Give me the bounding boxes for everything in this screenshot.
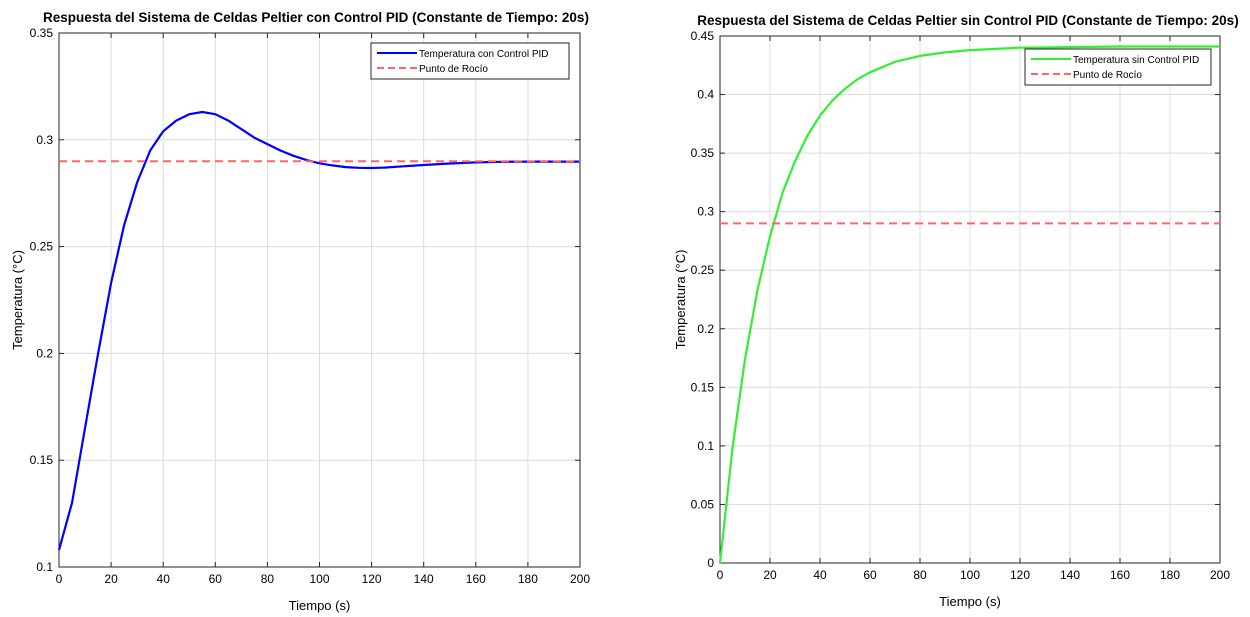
x-tick-label: 140 xyxy=(414,572,434,586)
x-tick-label: 180 xyxy=(518,572,538,586)
x-tick-label: 40 xyxy=(157,572,171,586)
y-tick-label: 0.3 xyxy=(36,133,53,147)
x-tick-label: 60 xyxy=(863,568,877,582)
legend-box xyxy=(1024,48,1212,86)
y-tick-label: 0.1 xyxy=(36,560,53,574)
x-tick-label: 20 xyxy=(104,572,118,586)
temperature-line xyxy=(57,110,580,551)
chart-2: 0 20 40 60 80 100 120 140 160 180 200 0 0.05 0.1 0.15 0… xyxy=(673,13,1239,609)
x-tick-label: 0 xyxy=(56,572,63,586)
x-tick-label: 100 xyxy=(960,568,980,582)
legend-entry: Punto de Rocío xyxy=(1073,70,1142,81)
x-tick-label: 20 xyxy=(763,568,777,582)
y-tick-label: 0 xyxy=(707,556,714,570)
x-tick-label: 120 xyxy=(1010,568,1030,582)
x-tick-label: 80 xyxy=(913,568,927,582)
x-tick-label: 0 xyxy=(717,568,724,582)
y-tick-label: 0.35 xyxy=(691,146,715,160)
x-tick-label: 80 xyxy=(261,572,275,586)
x-tick-label: 200 xyxy=(1210,568,1230,582)
temperature-line xyxy=(718,45,1220,564)
x-axis-label: Tiempo (s) xyxy=(289,598,351,613)
y-axis-label: Temperatura (°C) xyxy=(10,250,25,350)
y-axis-label: Temperatura (°C) xyxy=(673,250,688,350)
legend: Temperatura sin Control PID Punto de Rocí… xyxy=(1024,48,1212,86)
y-tick-label: 0.2 xyxy=(36,346,53,360)
y-tick-label: 0.25 xyxy=(691,263,715,277)
x-tick-label: 160 xyxy=(1110,568,1130,582)
x-tick-label: 120 xyxy=(362,572,382,586)
legend-box xyxy=(370,42,570,80)
legend-entry: Punto de Rocío xyxy=(419,64,488,75)
y-tick-label: 0.05 xyxy=(691,497,715,511)
chart-1: 0 20 40 60 80 100 120 140 160 180 200 0.1 0.15 0.2 0.2… xyxy=(10,10,590,613)
x-tick-label: 40 xyxy=(813,568,827,582)
y-tick-label: 0.25 xyxy=(30,240,54,254)
legend-entry: Temperatura sin Control PID xyxy=(1073,55,1199,66)
x-axis-label: Tiempo (s) xyxy=(939,594,1001,609)
y-tick-label: 0.1 xyxy=(697,439,714,453)
chart-title: Respuesta del Sistema de Celdas Peltier … xyxy=(43,10,589,25)
y-tick-label: 0.15 xyxy=(30,453,54,467)
x-tick-label: 100 xyxy=(309,572,329,586)
x-tick-label: 200 xyxy=(570,572,590,586)
y-tick-label: 0.15 xyxy=(691,380,715,394)
x-tick-label: 180 xyxy=(1160,568,1180,582)
x-tick-label: 160 xyxy=(466,572,486,586)
x-tick-label: 60 xyxy=(209,572,223,586)
y-tick-label: 0.4 xyxy=(697,88,714,102)
legend-entry: Temperatura con Control PID xyxy=(419,49,549,60)
y-tick-label: 0.2 xyxy=(697,322,714,336)
x-tick-label: 140 xyxy=(1060,568,1080,582)
y-tick-label: 0.35 xyxy=(30,26,54,40)
y-tick-label: 0.3 xyxy=(697,205,714,219)
chart-title: Respuesta del Sistema de Celdas Peltier … xyxy=(697,13,1238,28)
y-tick-label: 0.45 xyxy=(691,29,715,43)
legend: Temperatura con Control PID Punto de Rocí… xyxy=(370,42,570,80)
